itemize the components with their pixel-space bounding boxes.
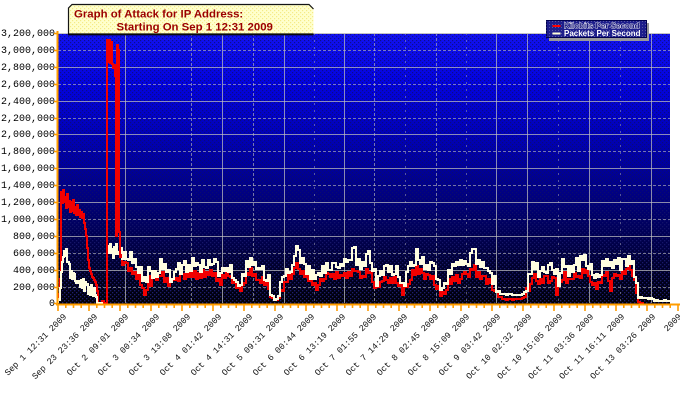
svg-text:400,000: 400,000	[13, 266, 55, 277]
svg-text:1,800,000: 1,800,000	[1, 147, 55, 158]
svg-text:Starting On Sep 1 12:31 2009: Starting On Sep 1 12:31 2009	[117, 22, 273, 34]
svg-text:1,000,000: 1,000,000	[1, 215, 55, 226]
svg-text:2,600,000: 2,600,000	[1, 80, 55, 91]
svg-text:3,200,000: 3,200,000	[1, 29, 55, 40]
svg-text:Packets Per Second: Packets Per Second	[564, 29, 641, 38]
svg-text:2,200,000: 2,200,000	[1, 114, 55, 125]
svg-text:Kilobits Per Second: Kilobits Per Second	[564, 21, 640, 30]
svg-text:2,800,000: 2,800,000	[1, 63, 55, 74]
svg-text:1,400,000: 1,400,000	[1, 181, 55, 192]
svg-text:1,600,000: 1,600,000	[1, 164, 55, 175]
svg-text:Graph of Attack for IP Address: Graph of Attack for IP Address:	[74, 9, 243, 21]
svg-text:200,000: 200,000	[13, 283, 55, 294]
svg-text:2,000,000: 2,000,000	[1, 130, 55, 141]
svg-text:0: 0	[49, 299, 55, 310]
svg-text:800,000: 800,000	[13, 232, 55, 243]
svg-text:600,000: 600,000	[13, 249, 55, 260]
svg-text:1,200,000: 1,200,000	[1, 198, 55, 209]
svg-text:3,000,000: 3,000,000	[1, 46, 55, 57]
svg-text:2,400,000: 2,400,000	[1, 97, 55, 108]
